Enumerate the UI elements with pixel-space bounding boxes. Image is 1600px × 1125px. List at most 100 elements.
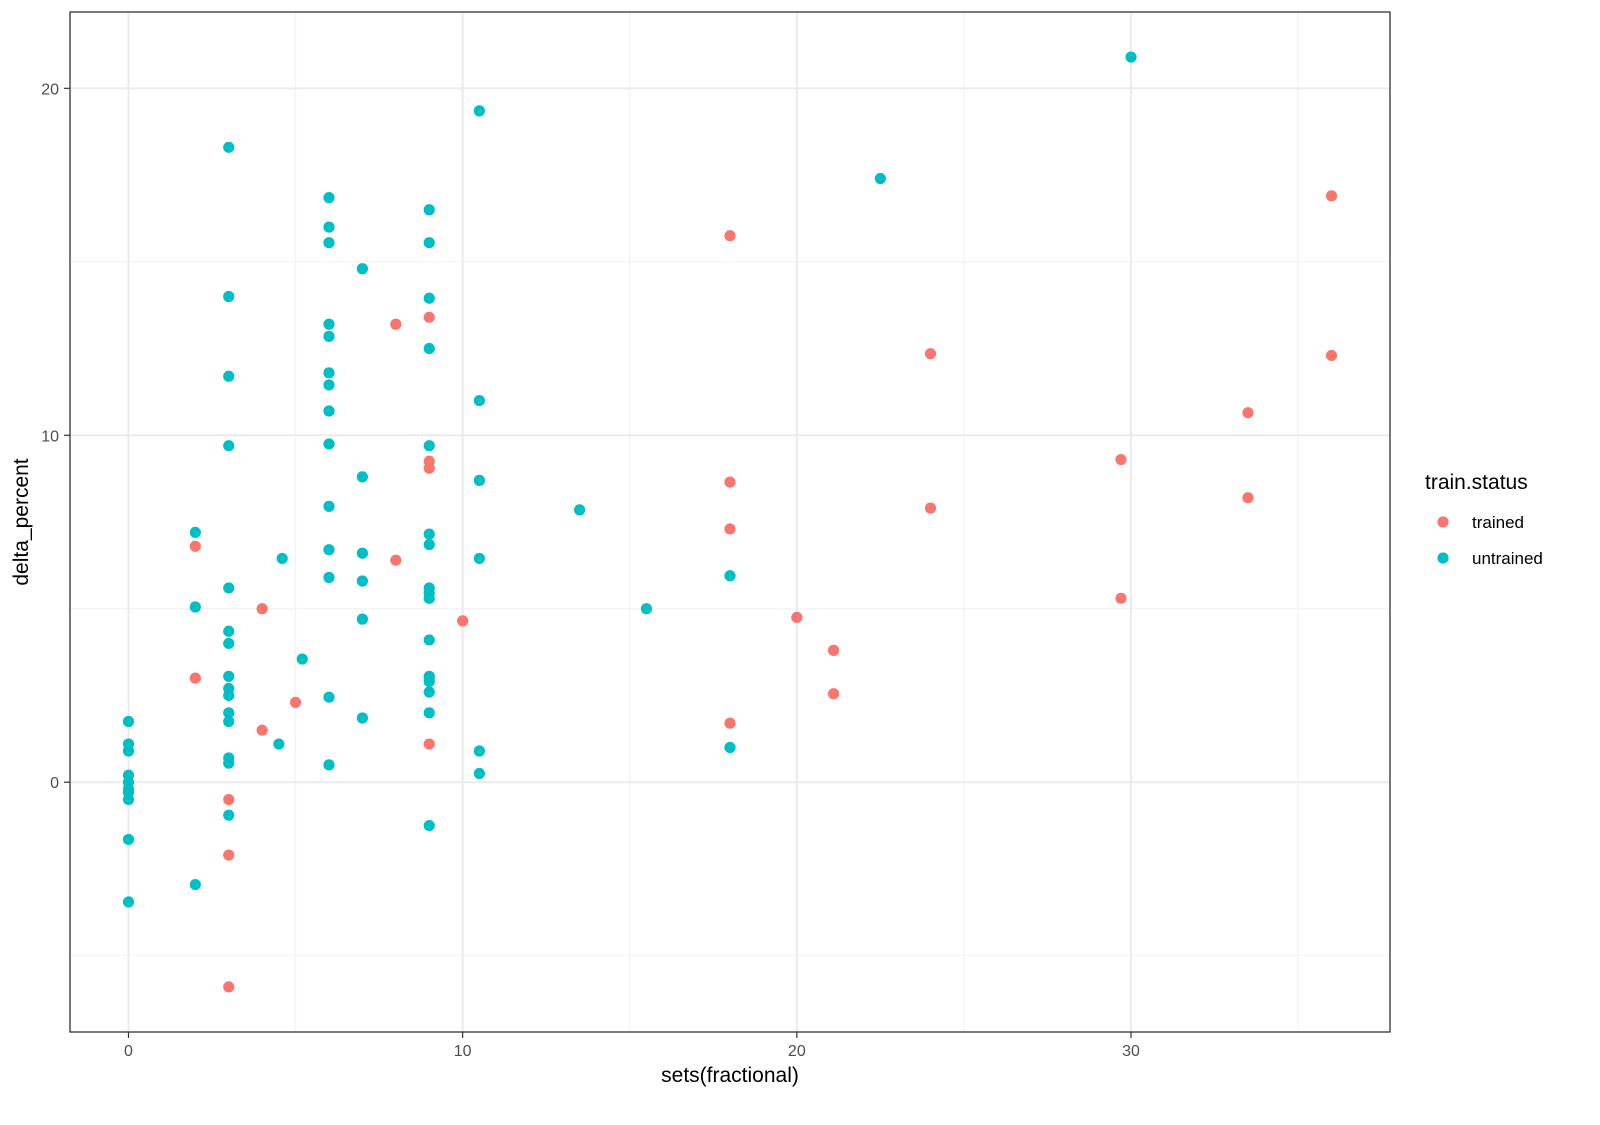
data-point-untrained	[473, 474, 485, 486]
data-point-trained	[724, 230, 736, 242]
data-point-untrained	[356, 263, 369, 275]
data-point-untrained	[323, 544, 335, 556]
data-point-untrained	[423, 237, 435, 249]
data-point-trained	[827, 644, 840, 656]
data-point-trained	[1115, 453, 1127, 466]
data-point-untrained	[189, 526, 201, 539]
data-point-trained	[423, 738, 435, 750]
data-point-untrained	[423, 440, 435, 452]
data-point-untrained	[223, 290, 235, 303]
data-point-untrained	[423, 292, 435, 304]
data-point-untrained	[423, 342, 435, 355]
data-point-untrained	[473, 767, 485, 780]
data-point-trained	[1115, 592, 1127, 604]
y-axis-title: delta_percent	[10, 458, 33, 585]
data-point-untrained	[323, 405, 335, 417]
data-point-untrained	[323, 759, 335, 771]
data-point-untrained	[574, 504, 586, 516]
data-point-untrained	[223, 715, 235, 728]
data-point-trained	[189, 672, 201, 684]
data-point-untrained	[223, 689, 235, 702]
data-point-untrained	[473, 745, 485, 757]
data-point-untrained	[122, 745, 135, 757]
data-point-untrained	[223, 637, 235, 650]
data-point-untrained	[423, 675, 435, 688]
data-point-untrained	[640, 603, 653, 615]
data-point-trained	[256, 724, 268, 736]
data-point-trained	[724, 717, 736, 729]
data-point-untrained	[356, 575, 369, 587]
data-point-untrained	[296, 653, 308, 665]
data-point-trained	[390, 554, 402, 566]
data-point-trained	[423, 311, 435, 323]
legend-label-trained: trained	[1472, 513, 1524, 532]
data-point-untrained	[473, 552, 485, 565]
data-point-untrained	[223, 440, 235, 452]
data-point-untrained	[323, 367, 335, 379]
x-tick-label: 20	[788, 1043, 806, 1060]
data-point-untrained	[189, 878, 201, 891]
data-point-untrained	[423, 686, 435, 698]
data-point-trained	[1325, 349, 1338, 362]
data-point-untrained	[323, 438, 335, 450]
data-point-untrained	[223, 582, 235, 594]
data-point-untrained	[323, 379, 335, 391]
data-point-trained	[924, 502, 937, 514]
data-point-untrained	[323, 192, 335, 204]
data-point-untrained	[423, 707, 435, 719]
data-point-trained	[924, 348, 937, 360]
data-point-trained	[791, 611, 803, 624]
data-point-untrained	[223, 707, 235, 719]
data-point-trained	[457, 615, 469, 627]
data-point-untrained	[1125, 51, 1137, 63]
data-point-untrained	[356, 712, 369, 724]
data-point-trained	[223, 981, 235, 993]
data-point-untrained	[122, 896, 135, 908]
x-tick-label: 0	[124, 1043, 133, 1060]
data-point-untrained	[223, 670, 235, 682]
ticks-layer: 0 10 20 30 0 10 20	[41, 81, 1140, 1060]
data-point-untrained	[724, 570, 736, 582]
data-point-trained	[223, 849, 235, 861]
data-point-trained	[390, 318, 402, 330]
data-point-untrained	[323, 691, 335, 703]
data-point-trained	[1325, 190, 1338, 202]
data-point-untrained	[189, 601, 201, 613]
data-point-untrained	[423, 592, 435, 604]
data-point-untrained	[223, 370, 235, 382]
legend-key-trained	[1437, 516, 1449, 528]
data-point-untrained	[273, 738, 285, 750]
panel-border	[69, 11, 1391, 1033]
data-point-untrained	[356, 613, 369, 625]
y-tick-label: 10	[41, 428, 59, 445]
data-point-trained	[1242, 407, 1254, 419]
data-point-untrained	[323, 500, 335, 512]
legend: train.status trained untrained	[1425, 471, 1543, 568]
data-point-untrained	[276, 552, 288, 565]
data-point-untrained	[724, 741, 736, 754]
data-point-untrained	[323, 571, 335, 584]
points-layer	[122, 51, 1338, 993]
data-point-untrained	[223, 809, 235, 821]
legend-key-untrained	[1437, 552, 1449, 564]
x-axis-title: sets(fractional)	[661, 1064, 799, 1087]
legend-label-untrained: untrained	[1472, 549, 1543, 568]
data-point-untrained	[223, 141, 235, 153]
legend-title: train.status	[1425, 471, 1528, 494]
data-point-trained	[289, 696, 302, 709]
grid-layer	[70, 12, 1390, 1032]
data-point-untrained	[874, 172, 886, 185]
data-point-untrained	[423, 538, 435, 551]
data-point-untrained	[323, 237, 335, 249]
data-point-untrained	[122, 793, 135, 806]
data-point-untrained	[122, 833, 135, 846]
x-tick-label: 10	[454, 1043, 472, 1060]
data-point-untrained	[473, 105, 485, 117]
data-point-untrained	[223, 625, 235, 637]
y-tick-label: 0	[50, 775, 59, 792]
data-point-untrained	[473, 394, 485, 407]
data-point-trained	[827, 688, 840, 700]
data-point-untrained	[423, 204, 435, 216]
